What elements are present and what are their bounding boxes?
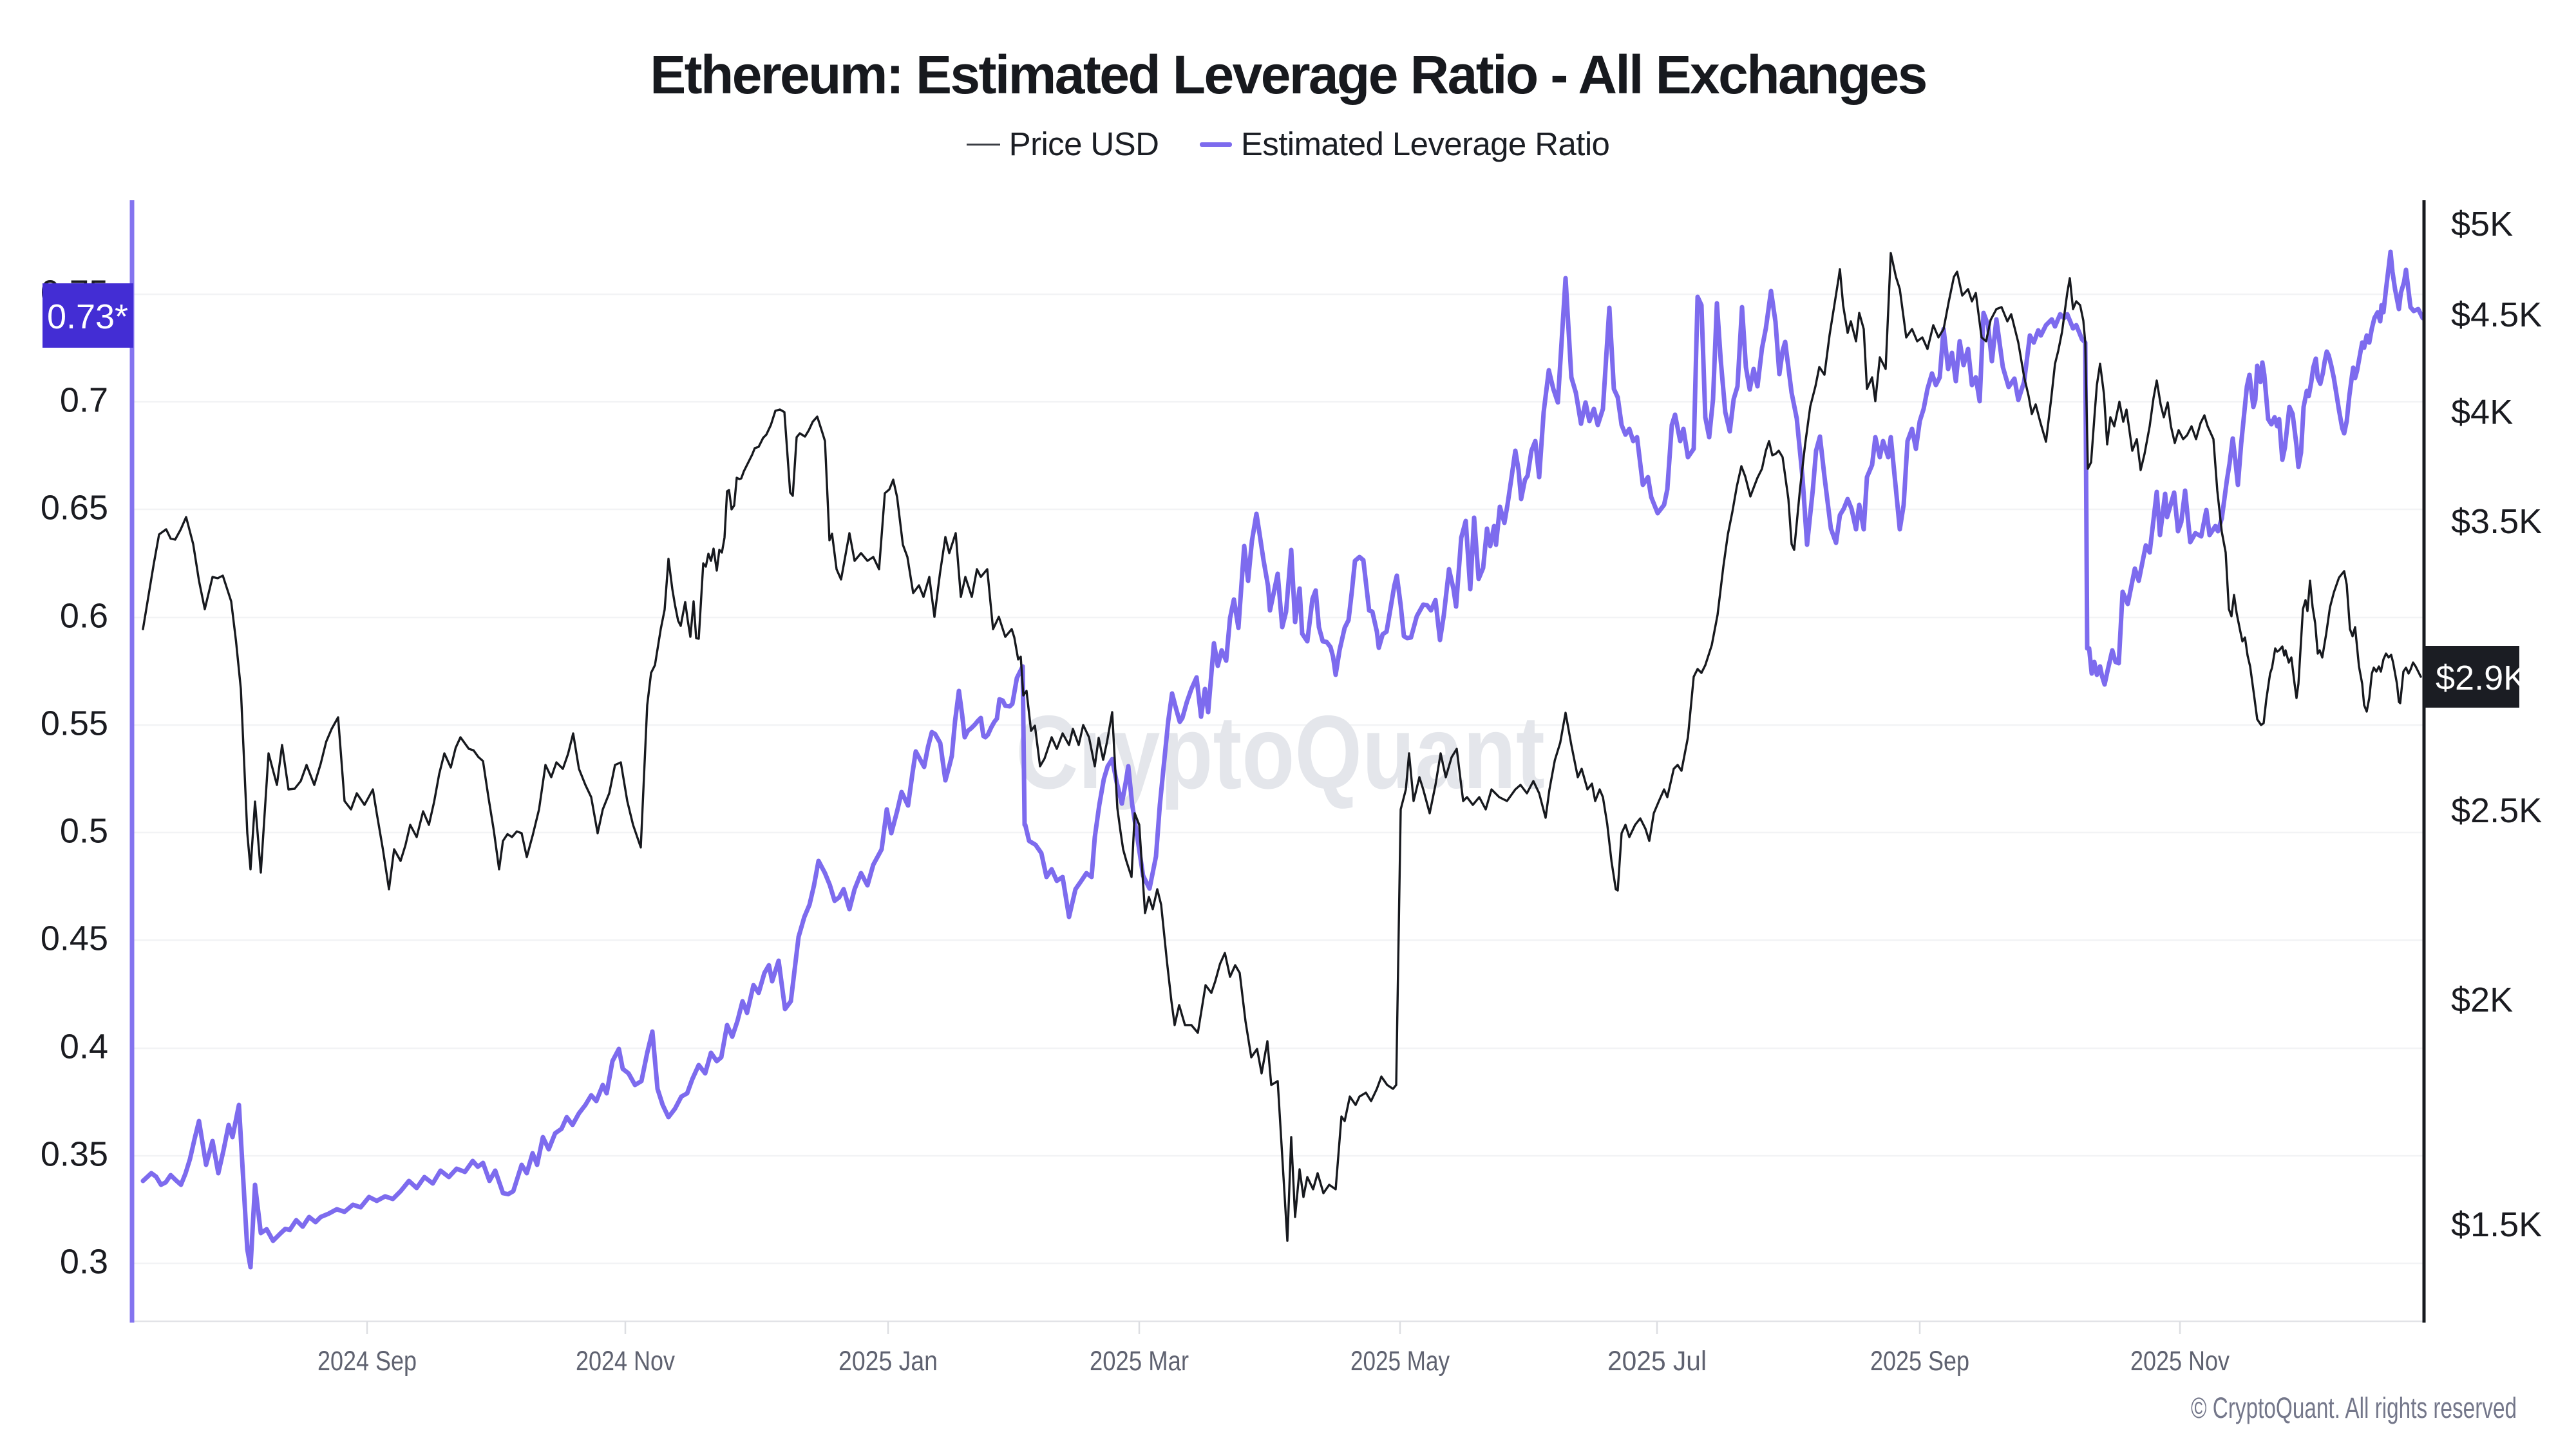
svg-text:$2.9K: $2.9K [2436, 659, 2526, 697]
svg-text:0.73*: 0.73* [47, 297, 128, 336]
svg-text:0.5: 0.5 [60, 812, 108, 851]
svg-text:$2.5K: $2.5K [2451, 791, 2542, 830]
svg-text:$4.5K: $4.5K [2451, 296, 2542, 334]
svg-text:$3.5K: $3.5K [2451, 502, 2542, 541]
svg-text:2025 Mar: 2025 Mar [1090, 1346, 1189, 1377]
svg-text:0.6: 0.6 [60, 597, 108, 636]
svg-text:2024 Nov: 2024 Nov [576, 1346, 675, 1377]
svg-text:© CryptoQuant. All rights rese: © CryptoQuant. All rights reserved [2191, 1391, 2517, 1424]
svg-text:2025 Sep: 2025 Sep [1870, 1346, 1969, 1377]
svg-text:0.4: 0.4 [60, 1028, 108, 1066]
svg-text:0.55: 0.55 [41, 704, 108, 743]
svg-text:0.45: 0.45 [41, 919, 108, 958]
svg-text:0.65: 0.65 [41, 489, 108, 527]
svg-text:$2K: $2K [2451, 981, 2513, 1019]
svg-text:0.35: 0.35 [41, 1135, 108, 1174]
svg-text:2025 May: 2025 May [1350, 1346, 1450, 1377]
svg-text:0.3: 0.3 [60, 1243, 108, 1281]
svg-text:2024 Sep: 2024 Sep [317, 1346, 417, 1377]
svg-text:2025 Nov: 2025 Nov [2130, 1346, 2230, 1377]
svg-text:CryptoQuant: CryptoQuant [1016, 693, 1545, 811]
svg-text:$1.5K: $1.5K [2451, 1205, 2542, 1244]
svg-text:2025 Jul: 2025 Jul [1607, 1346, 1707, 1377]
svg-text:$5K: $5K [2451, 205, 2513, 243]
svg-text:$4K: $4K [2451, 393, 2513, 431]
svg-text:0.7: 0.7 [60, 381, 108, 420]
svg-text:2025 Jan: 2025 Jan [838, 1346, 938, 1377]
